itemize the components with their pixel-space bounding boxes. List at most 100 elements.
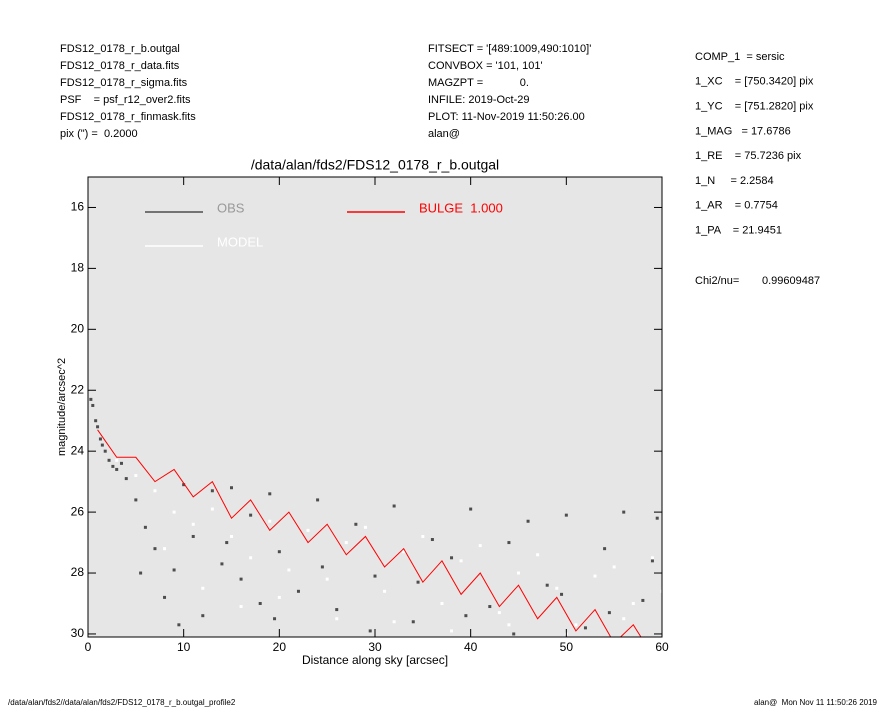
data-point <box>416 580 420 584</box>
data-point <box>383 589 387 593</box>
data-point <box>103 449 107 453</box>
data-point <box>94 419 98 423</box>
data-point <box>239 577 243 581</box>
data-point <box>306 528 310 532</box>
data-point <box>641 598 645 602</box>
data-point <box>100 443 104 447</box>
data-point <box>560 592 564 596</box>
x-tick-label: 10 <box>177 640 191 654</box>
header-left-line: pix (") = 0.2000 <box>60 128 138 140</box>
data-point <box>277 550 281 554</box>
data-point <box>225 541 229 545</box>
data-point <box>111 464 115 468</box>
data-point <box>230 486 233 490</box>
data-point <box>296 589 300 593</box>
data-point <box>488 605 492 609</box>
data-point <box>526 519 530 523</box>
data-point <box>210 507 214 511</box>
chi2-value: 0.99609487 <box>762 275 820 287</box>
data-point <box>507 541 511 545</box>
chart-title: /data/alan/fds2/FDS12_0178_r_b.outgal <box>251 157 499 173</box>
data-point <box>91 403 95 407</box>
data-point <box>201 614 205 618</box>
y-tick-label: 18 <box>71 261 85 275</box>
x-tick-label: 60 <box>655 640 669 654</box>
data-point <box>660 589 662 593</box>
data-point <box>249 556 253 560</box>
data-point <box>344 541 348 545</box>
data-point <box>210 489 214 493</box>
header-middle-line: alan@ <box>428 128 460 140</box>
header-left-line: FDS12_0178_r_sigma.fits <box>60 77 188 89</box>
y-tick-label: 20 <box>71 321 85 335</box>
parameter-line: 1_XC = [750.3420] pix <box>695 76 814 88</box>
x-tick-label: 0 <box>85 640 92 654</box>
data-point <box>119 461 123 465</box>
data-point <box>622 510 626 514</box>
data-point <box>139 571 143 575</box>
data-point <box>392 620 396 624</box>
data-point <box>650 556 654 560</box>
data-point <box>464 614 468 618</box>
data-point <box>450 556 454 560</box>
footer-stamp: alan@ Mon Nov 11 11:50:26 2019 <box>754 698 878 707</box>
header-left-line: PSF = psf_r12_over2.fits <box>60 94 191 106</box>
data-point <box>478 544 482 548</box>
parameter-line: 1_N = 2.2584 <box>695 175 774 187</box>
data-point <box>201 586 205 590</box>
data-point <box>277 595 281 599</box>
data-point <box>335 608 339 612</box>
y-tick-label: 30 <box>71 626 85 640</box>
data-point <box>143 525 147 529</box>
x-tick-label: 40 <box>464 640 478 654</box>
data-point <box>172 568 176 572</box>
data-point <box>287 568 291 572</box>
data-point <box>564 513 568 517</box>
data-point <box>536 553 540 557</box>
x-tick-label: 50 <box>560 640 574 654</box>
data-point <box>622 617 626 621</box>
data-point <box>230 534 233 538</box>
data-point <box>655 516 659 520</box>
y-tick-label: 26 <box>71 504 85 518</box>
data-point <box>177 623 181 627</box>
data-point <box>191 534 195 538</box>
data-point <box>512 632 516 636</box>
x-tick-label: 20 <box>273 640 287 654</box>
chi2-label: Chi2/nu= <box>695 275 739 287</box>
header-middle-line: PLOT: 11-Nov-2019 11:50:26.00 <box>428 111 585 123</box>
data-point <box>607 611 611 615</box>
data-point <box>98 437 102 441</box>
data-point <box>316 498 320 502</box>
data-point <box>612 565 616 569</box>
legend-label: BULGE 1.000 <box>419 200 503 215</box>
y-axis-label: magnitude/arcsec^2 <box>56 358 68 456</box>
data-point <box>507 623 511 627</box>
data-point <box>440 601 444 605</box>
data-point <box>373 574 377 578</box>
data-point <box>650 559 654 563</box>
data-point <box>583 626 587 630</box>
data-point <box>368 629 372 633</box>
legend-label: MODEL <box>217 234 263 249</box>
data-point <box>411 620 415 624</box>
parameter-line: COMP_1 = sersic <box>695 51 785 63</box>
header-left-line: FDS12_0178_r_data.fits <box>60 60 180 72</box>
y-tick-label: 24 <box>71 443 85 457</box>
data-point <box>593 574 597 578</box>
data-point <box>153 489 157 493</box>
data-point <box>258 601 262 605</box>
data-point <box>497 611 501 615</box>
data-point <box>115 467 119 471</box>
parameter-line: 1_AR = 0.7754 <box>695 200 778 212</box>
data-point <box>392 504 396 508</box>
data-point <box>134 474 138 478</box>
footer-path: /data/alan/fds2//data/alan/fds2/FDS12_01… <box>8 698 236 707</box>
data-point <box>574 623 578 627</box>
data-point <box>421 534 425 538</box>
data-point <box>273 617 277 621</box>
data-point <box>191 522 195 526</box>
model-profile <box>97 429 642 637</box>
y-tick-label: 16 <box>71 200 85 214</box>
